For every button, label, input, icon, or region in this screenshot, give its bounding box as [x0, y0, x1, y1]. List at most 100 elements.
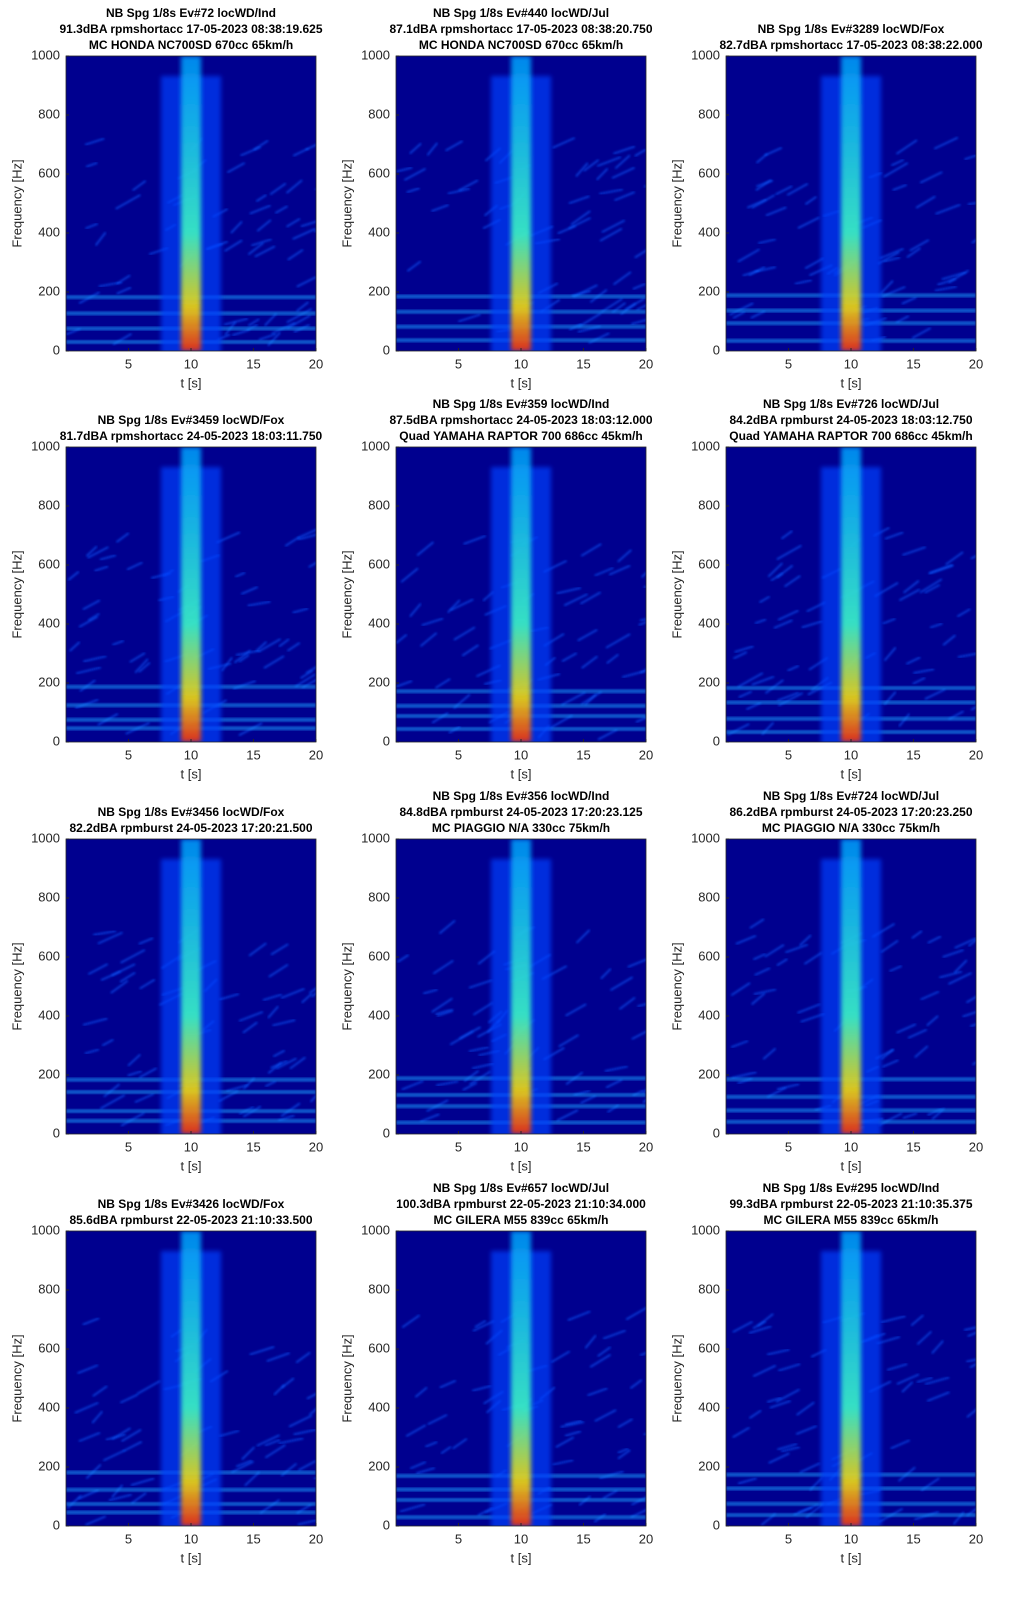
spectrogram-texture: [890, 158, 905, 167]
spectrogram-texture: [751, 675, 775, 686]
spectrogram-texture: [962, 1010, 976, 1018]
y-tick-label: 600: [698, 948, 720, 963]
spectrogram-texture: [278, 1437, 304, 1445]
spectrogram-texture: [426, 142, 439, 156]
x-tick-label: 15: [906, 1139, 920, 1154]
chart-title: NB Spg 1/8s Ev#724 locWD/Jul: [763, 789, 939, 803]
x-tick-label: 5: [785, 1531, 792, 1546]
spectrogram-texture: [263, 655, 285, 670]
spectrogram-texture: [511, 56, 531, 351]
spectrogram-texture: [970, 555, 976, 560]
spectrogram-texture: [108, 1493, 133, 1502]
spectrogram-texture: [928, 564, 954, 575]
spectrogram-texture: [915, 195, 936, 209]
spectrogram-texture: [435, 1008, 454, 1016]
spectrogram-texture: [305, 143, 316, 151]
spectrogram-image: [66, 447, 316, 742]
spectrogram-texture: [957, 652, 976, 659]
spectrogram-texture: [746, 198, 767, 209]
spectrogram-texture: [799, 934, 812, 947]
spectrogram-texture: [270, 943, 289, 956]
spectrogram-texture: [883, 646, 897, 662]
x-tick-label: 5: [785, 747, 792, 762]
spectrogram-texture: [440, 1445, 452, 1455]
spectrogram-texture: [255, 194, 267, 203]
spectrogram-texture: [931, 1340, 944, 1355]
spectrogram-texture: [288, 1414, 313, 1428]
spectrogram-texture: [927, 935, 942, 944]
spectrogram-texture: [99, 1094, 126, 1110]
spectrogram-texture: [416, 541, 435, 557]
spectrogram-texture: [881, 1059, 899, 1068]
spectrogram-texture: [468, 979, 493, 989]
x-axis-label: t [s]: [181, 375, 202, 390]
chart-title: 91.3dBA rpmshortacc 17-05-2023 08:38:19.…: [59, 22, 322, 36]
y-tick-label: 1000: [31, 830, 60, 845]
spectrogram-texture: [804, 257, 825, 270]
spectrogram-texture: [564, 1419, 583, 1426]
spectrogram-texture: [879, 247, 904, 260]
spectrogram-texture: [275, 1057, 297, 1070]
spectrogram-texture: [134, 658, 149, 674]
spectrogram-texture: [754, 967, 771, 977]
spectrogram-texture: [752, 1364, 777, 1378]
spectrogram-texture: [82, 1017, 108, 1026]
spectrogram-texture: [800, 1012, 825, 1023]
spectrogram-image: [396, 447, 646, 742]
spectrogram-image: [396, 56, 646, 351]
spectrogram-texture: [631, 1030, 646, 1041]
spectrogram-texture: [258, 638, 282, 653]
spectrogram-texture: [751, 992, 766, 1006]
spectrogram-texture: [762, 1047, 777, 1061]
chart-title: 82.2dBA rpmburst 24-05-2023 17:20:21.500: [69, 821, 312, 835]
chart-title: 87.5dBA rpmshortacc 24-05-2023 18:03:12.…: [389, 413, 652, 427]
spectrogram-texture: [255, 641, 268, 653]
x-tick-label: 5: [125, 356, 132, 371]
spectrogram-texture: [240, 586, 259, 595]
spectrogram-texture: [641, 1088, 646, 1095]
spectrogram-texture: [552, 136, 576, 149]
x-tick-label: 10: [184, 1139, 198, 1154]
spectrogram-texture: [742, 269, 760, 277]
spectrogram-texture: [313, 1477, 316, 1480]
spectrogram-texture: [803, 951, 823, 965]
spectrogram-texture: [910, 1314, 925, 1327]
spectrogram-texture: [640, 571, 646, 579]
spectrogram-texture: [550, 1350, 571, 1364]
spectrogram-texture: [768, 1452, 790, 1464]
spectrogram-texture: [730, 1039, 749, 1049]
spectrogram-texture: [594, 1409, 617, 1422]
chart-title: MC PIAGGIO N/A 330cc 75km/h: [762, 821, 940, 835]
y-tick-label: 0: [53, 342, 60, 357]
x-tick-label: 15: [246, 1531, 260, 1546]
spectrogram-texture: [604, 1065, 628, 1073]
y-tick-label: 200: [38, 1066, 60, 1081]
spectrogram-texture: [127, 1053, 141, 1067]
spectrogram-texture: [105, 1433, 126, 1441]
chart-title: NB Spg 1/8s Ev#356 locWD/Ind: [433, 789, 610, 803]
spectrogram-texture: [797, 1003, 821, 1014]
spectrogram-texture: [91, 1410, 104, 1424]
spectrogram-texture: [889, 965, 903, 973]
spectrogram-texture: [238, 654, 250, 663]
y-tick-label: 1000: [361, 1222, 390, 1237]
spectrogram-texture: [262, 993, 283, 1002]
spectrogram-texture: [226, 162, 246, 174]
spectrogram-texture: [614, 154, 631, 170]
spectrogram-texture: [594, 566, 614, 577]
spectrogram-texture: [230, 220, 243, 234]
y-tick-label: 200: [368, 1066, 390, 1081]
spectrogram-texture: [138, 1067, 158, 1079]
spectrogram-texture: [119, 1393, 139, 1404]
y-axis-label: Frequency [Hz]: [9, 1334, 24, 1422]
spectrogram-texture: [748, 1409, 762, 1420]
y-tick-label: 800: [698, 497, 720, 512]
x-tick-label: 10: [514, 1139, 528, 1154]
spectrogram-texture: [409, 1461, 427, 1470]
spectrogram-texture: [396, 679, 413, 688]
spectrogram-texture: [285, 179, 303, 194]
spectrogram-texture: [756, 1313, 774, 1328]
spectrogram-texture: [75, 666, 102, 675]
spectrogram-texture: [883, 162, 909, 178]
